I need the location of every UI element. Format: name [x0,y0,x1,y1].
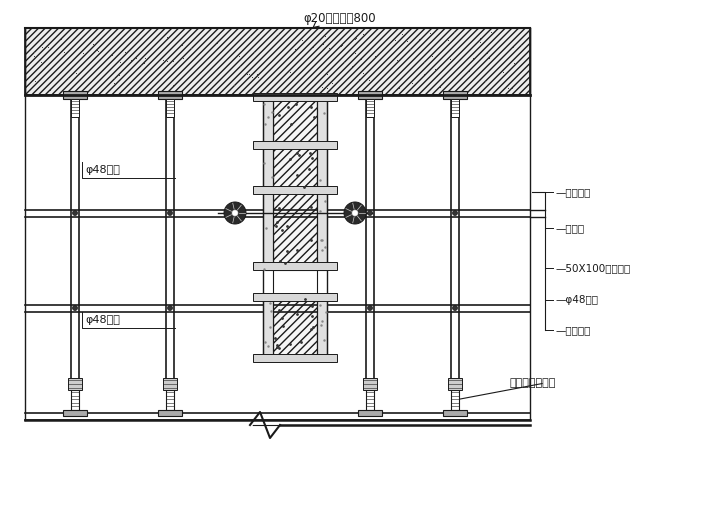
Bar [166,390,174,410]
Bar [68,378,82,390]
Bar [253,262,337,270]
Bar [263,295,273,360]
Bar [366,99,374,117]
Bar [443,410,467,416]
Bar [273,95,317,270]
Bar [451,390,459,410]
Bar [253,186,337,194]
Bar [253,293,337,301]
Bar [263,95,273,270]
Bar [358,410,382,416]
Bar [71,99,79,117]
Circle shape [367,210,373,215]
Circle shape [344,202,366,224]
Bar [366,390,374,410]
Text: —50X100木方横挡: —50X100木方横挡 [555,263,630,273]
Bar [273,295,317,360]
Bar [451,99,459,117]
Bar [71,390,79,410]
Bar [63,410,87,416]
Text: φ48鈢管: φ48鈢管 [85,165,120,175]
Bar [158,410,182,416]
Bar [158,91,182,99]
Circle shape [352,210,358,216]
Text: φ48鈢管: φ48鈢管 [85,315,120,325]
Bar [166,99,174,117]
Circle shape [72,306,77,310]
Circle shape [72,210,77,215]
Bar [317,295,327,360]
Circle shape [453,210,458,215]
Text: —九夹板: —九夹板 [555,223,584,233]
Bar [253,93,337,101]
Bar [253,141,337,149]
Bar [25,28,530,95]
Text: —φ48鈢管: —φ48鈢管 [555,295,598,305]
Bar [63,91,87,99]
Bar [253,354,337,362]
Circle shape [367,306,373,310]
Text: 可调节鈢支顶架: 可调节鈢支顶架 [510,378,557,388]
Text: φ20閒筋间距800: φ20閒筋间距800 [304,12,376,25]
Circle shape [232,210,238,216]
Bar [163,378,177,390]
Circle shape [224,202,246,224]
Bar [448,378,462,390]
Bar [317,95,327,270]
Bar [443,91,467,99]
Circle shape [453,306,458,310]
Text: —对控螺栓: —对控螺栓 [555,325,591,335]
Circle shape [168,306,173,310]
Bar [358,91,382,99]
Bar [363,378,377,390]
Text: —硌结构架: —硌结构架 [555,187,591,197]
Circle shape [168,210,173,215]
